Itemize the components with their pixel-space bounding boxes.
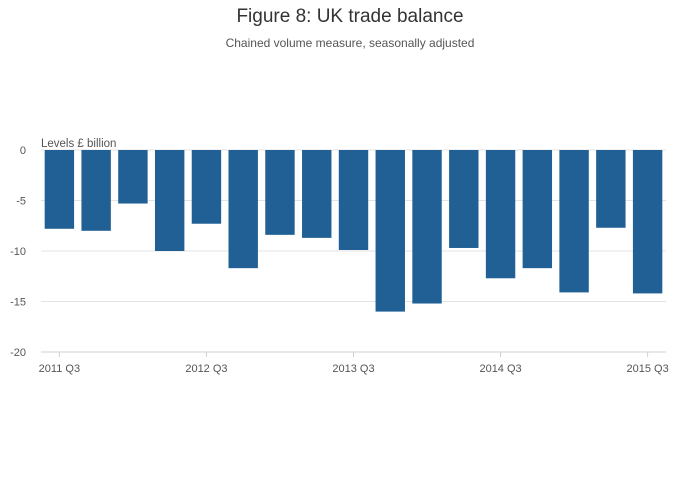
x-tick-label: 2014 Q3 — [479, 363, 521, 375]
x-tick-label: 2011 Q3 — [39, 363, 80, 375]
x-axis-ticks: 2011 Q3 2012 Q3 2013 Q3 2014 Q3 2015 Q3 — [39, 352, 669, 375]
bar — [191, 150, 222, 224]
bar — [154, 150, 185, 251]
y-tick-label: -15 — [10, 297, 26, 309]
bar — [265, 150, 295, 235]
bar — [118, 150, 148, 204]
bar — [44, 150, 75, 229]
bar — [522, 150, 553, 269]
bar — [596, 150, 626, 228]
chart-title: Figure 8: UK trade balance — [236, 6, 464, 27]
x-tick-label: 2012 Q3 — [185, 363, 227, 375]
chart-subtitle: Chained volume measure, seasonally adjus… — [225, 36, 475, 50]
y-tick-label: -20 — [10, 347, 26, 359]
y-tick-label: -10 — [10, 246, 26, 258]
bar — [485, 150, 516, 279]
x-tick-label: 2013 Q3 — [332, 363, 374, 375]
bar — [632, 150, 663, 294]
y-axis-ticks: 0 -5 -10 -15 -20 — [10, 145, 26, 359]
bar — [375, 150, 405, 312]
y-axis-label: Levels £ billion — [41, 138, 116, 150]
bar — [302, 150, 332, 238]
bar — [81, 150, 111, 231]
bars — [44, 150, 663, 312]
bar — [449, 150, 479, 248]
bar — [228, 150, 258, 269]
x-tick-label: 2015 Q3 — [627, 363, 669, 375]
bar — [559, 150, 589, 293]
bar — [412, 150, 442, 304]
y-tick-label: -5 — [16, 196, 26, 208]
y-tick-label: 0 — [20, 145, 26, 157]
bar — [338, 150, 369, 250]
